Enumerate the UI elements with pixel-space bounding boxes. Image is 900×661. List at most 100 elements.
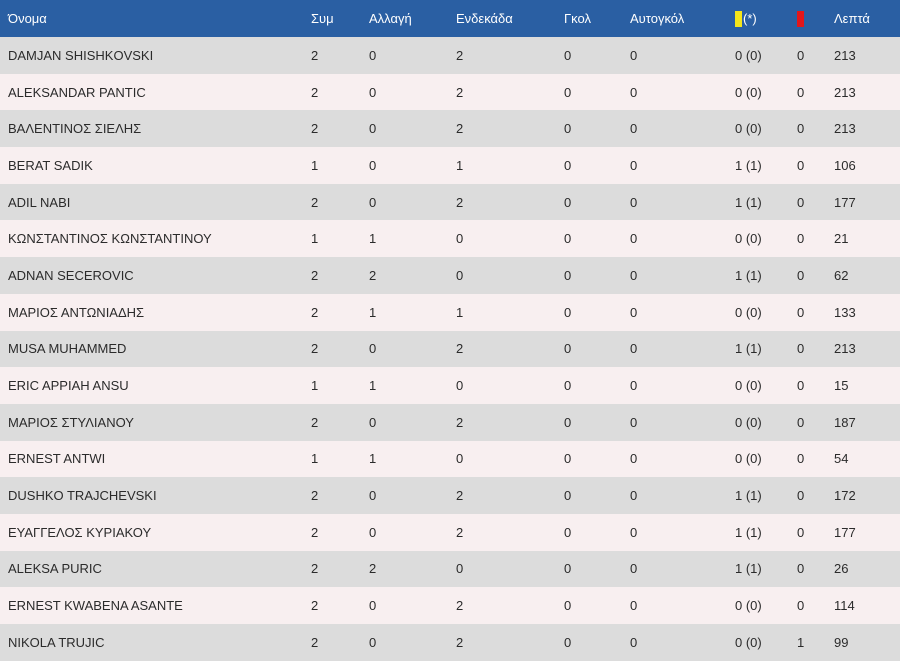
table-row: DAMJAN SHISHKOVSKI 2 0 2 0 0 0 (0) 0 213: [0, 37, 900, 74]
cell-subs: 0: [369, 47, 377, 63]
cell-name: ALEKSA PURIC: [8, 561, 102, 577]
cell-goals: 0: [564, 524, 572, 540]
cell-apps: 2: [311, 414, 319, 430]
col-header-apps[interactable]: Συμ: [311, 11, 334, 26]
cell-name: DAMJAN SHISHKOVSKI: [8, 47, 154, 63]
yellow-card-icon: [735, 10, 742, 27]
yellow-col-suffix: (*): [743, 11, 757, 27]
cell-goals: 0: [564, 451, 572, 467]
cell-apps: 1: [311, 451, 319, 467]
cell-subs: 0: [369, 634, 377, 650]
cell-starts: 1: [456, 304, 464, 320]
cell-starts: 2: [456, 47, 464, 63]
cell-apps: 2: [311, 341, 319, 357]
table-row: ΒΑΛΕΝΤΙΝΟΣ ΣΙΕΛΗΣ 2 0 2 0 0 0 (0) 0 213: [0, 110, 900, 148]
cell-starts: 0: [456, 231, 464, 247]
table-row: ADIL NABI 2 0 2 0 0 1 (1) 0 177: [0, 183, 900, 221]
cell-starts: 2: [456, 634, 464, 650]
cell-minutes: 213: [834, 341, 856, 357]
cell-apps: 2: [311, 121, 319, 137]
cell-subs: 0: [369, 157, 377, 173]
cell-goals: 0: [564, 304, 572, 320]
cell-starts: 2: [456, 194, 464, 210]
cell-apps: 2: [311, 634, 319, 650]
cell-yellow-cards: 0 (0): [735, 451, 762, 467]
cell-yellow-cards: 1 (1): [735, 341, 762, 357]
cell-subs: 0: [369, 524, 377, 540]
cell-minutes: 15: [834, 378, 849, 394]
cell-name: ERNEST ANTWI: [8, 451, 106, 467]
table-row: BERAT SADIK 1 0 1 0 0 1 (1) 0 106: [0, 147, 900, 184]
table-row: ΜΑΡΙΟΣ ΑΝΤΩΝΙΑΔΗΣ 2 1 1 0 0 0 (0) 0 133: [0, 293, 900, 331]
col-header-goals[interactable]: Γκολ: [564, 11, 591, 26]
cell-name: DUSHKO TRAJCHEVSKI: [8, 488, 157, 504]
cell-name: ALEKSANDAR PANTIC: [8, 84, 146, 100]
cell-name: BERAT SADIK: [8, 157, 93, 173]
cell-own-goals: 0: [630, 121, 638, 137]
cell-red-cards: 0: [797, 488, 805, 504]
cell-goals: 0: [564, 47, 572, 63]
cell-apps: 1: [311, 157, 319, 173]
cell-goals: 0: [564, 231, 572, 247]
cell-name: ERNEST KWABENA ASANTE: [8, 598, 183, 614]
cell-yellow-cards: 0 (0): [735, 634, 762, 650]
cell-minutes: 172: [834, 488, 856, 504]
table-row: ΜΑΡΙΟΣ ΣΤΥΛΙΑΝΟΥ 2 0 2 0 0 0 (0) 0 187: [0, 403, 900, 441]
cell-subs: 0: [369, 84, 377, 100]
cell-own-goals: 0: [630, 488, 638, 504]
col-header-name[interactable]: Όνομα: [8, 11, 47, 26]
col-header-own-goals[interactable]: Αυτογκόλ: [630, 11, 685, 26]
cell-own-goals: 0: [630, 341, 638, 357]
cell-red-cards: 1: [797, 634, 805, 650]
cell-red-cards: 0: [797, 304, 805, 320]
cell-yellow-cards: 0 (0): [735, 231, 762, 247]
cell-minutes: 21: [834, 231, 849, 247]
cell-minutes: 106: [834, 157, 856, 173]
cell-subs: 0: [369, 121, 377, 137]
table-row: ΕΥΑΓΓΕΛΟΣ ΚΥΡΙΑΚΟΥ 2 0 2 0 0 1 (1) 0 177: [0, 513, 900, 551]
cell-yellow-cards: 1 (1): [735, 267, 762, 283]
cell-apps: 2: [311, 47, 319, 63]
col-header-red-cards[interactable]: [797, 0, 834, 37]
cell-own-goals: 0: [630, 634, 638, 650]
cell-yellow-cards: 1 (1): [735, 488, 762, 504]
table-row: ERNEST KWABENA ASANTE 2 0 2 0 0 0 (0) 0 114: [0, 587, 900, 624]
cell-name: ERIC APPIAH ANSU: [8, 378, 129, 394]
col-header-subs[interactable]: Αλλαγή: [369, 11, 412, 26]
cell-red-cards: 0: [797, 524, 805, 540]
cell-subs: 0: [369, 194, 377, 210]
cell-minutes: 62: [834, 267, 849, 283]
cell-yellow-cards: 0 (0): [735, 378, 762, 394]
cell-own-goals: 0: [630, 598, 638, 614]
col-header-starts[interactable]: Ενδεκάδα: [456, 11, 513, 26]
table-row: MUSA MUHAMMED 2 0 2 0 0 1 (1) 0 213: [0, 330, 900, 368]
cell-goals: 0: [564, 378, 572, 394]
col-header-minutes[interactable]: Λεπτά: [834, 11, 870, 26]
cell-yellow-cards: 1 (1): [735, 561, 762, 577]
cell-minutes: 99: [834, 634, 849, 650]
cell-own-goals: 0: [630, 378, 638, 394]
cell-red-cards: 0: [797, 47, 805, 63]
cell-own-goals: 0: [630, 524, 638, 540]
cell-minutes: 26: [834, 561, 849, 577]
cell-red-cards: 0: [797, 231, 805, 247]
cell-name: ΚΩΝΣΤΑΝΤΙΝΟΣ ΚΩΝΣΤΑΝΤΙΝΟΥ: [8, 231, 212, 247]
cell-goals: 0: [564, 121, 572, 137]
cell-starts: 2: [456, 488, 464, 504]
cell-name: ΜΑΡΙΟΣ ΣΤΥΛΙΑΝΟΥ: [8, 414, 134, 430]
cell-own-goals: 0: [630, 304, 638, 320]
cell-minutes: 187: [834, 414, 856, 430]
cell-minutes: 133: [834, 304, 856, 320]
cell-yellow-cards: 1 (1): [735, 157, 762, 173]
cell-starts: 2: [456, 84, 464, 100]
cell-own-goals: 0: [630, 231, 638, 247]
cell-apps: 2: [311, 488, 319, 504]
cell-goals: 0: [564, 341, 572, 357]
cell-minutes: 54: [834, 451, 849, 467]
cell-name: NIKOLA TRUJIC: [8, 634, 105, 650]
cell-own-goals: 0: [630, 414, 638, 430]
col-header-yellow-cards[interactable]: (*): [735, 0, 797, 37]
cell-apps: 2: [311, 561, 319, 577]
cell-red-cards: 0: [797, 157, 805, 173]
